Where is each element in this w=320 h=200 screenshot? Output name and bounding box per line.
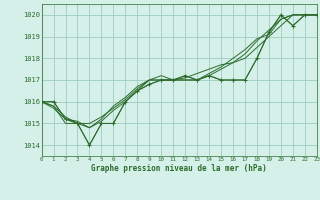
X-axis label: Graphe pression niveau de la mer (hPa): Graphe pression niveau de la mer (hPa) bbox=[91, 164, 267, 173]
